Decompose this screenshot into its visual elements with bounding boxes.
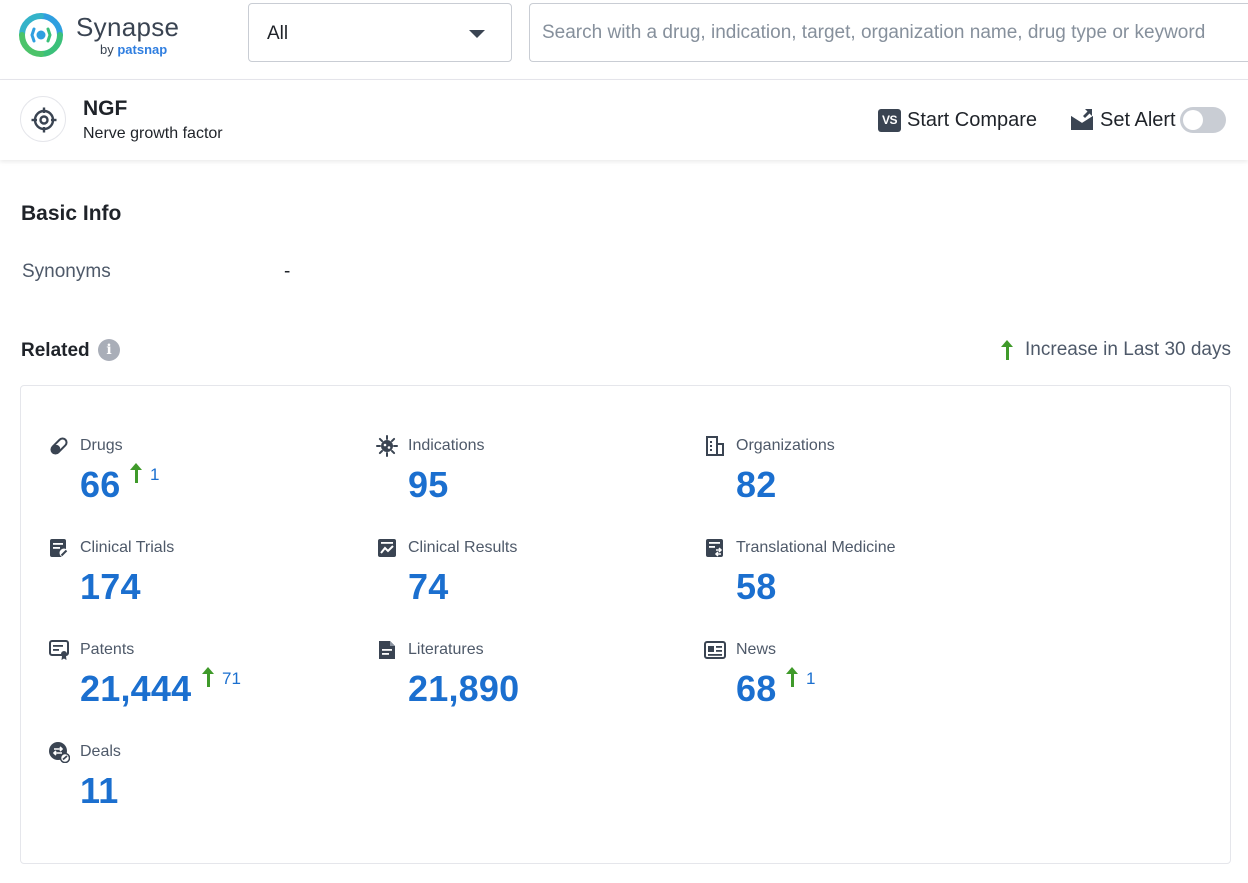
stat-increase-count: 1 xyxy=(806,669,815,689)
target-symbol: NGF xyxy=(83,97,127,121)
stat-news[interactable]: News 68 1 xyxy=(704,639,1024,729)
stat-indications[interactable]: Indications 95 xyxy=(376,435,696,525)
arrow-up-icon xyxy=(786,667,798,687)
stat-value: 21,444 xyxy=(80,668,191,710)
literature-icon xyxy=(376,639,398,661)
patent-icon xyxy=(48,639,70,661)
stat-label: Patents xyxy=(80,641,134,659)
news-icon xyxy=(704,639,726,661)
stat-patents[interactable]: Patents 21,444 71 xyxy=(48,639,368,729)
stat-value: 68 xyxy=(736,668,776,710)
clinical-trial-icon xyxy=(48,537,70,559)
stat-increase: 1 xyxy=(786,667,815,689)
clinical-result-icon xyxy=(376,537,398,559)
target-avatar xyxy=(20,96,66,142)
synonyms-label: Synonyms xyxy=(22,261,111,283)
stat-value: 74 xyxy=(408,566,448,608)
stat-label: Translational Medicine xyxy=(736,539,895,557)
target-header: NGF Nerve growth factor VS Start Compare… xyxy=(0,80,1248,160)
stat-literatures[interactable]: Literatures 21,890 xyxy=(376,639,696,729)
synapse-logo[interactable]: Synapse by patsnap xyxy=(18,10,198,60)
stat-increase-count: 71 xyxy=(222,669,241,689)
chevron-down-icon xyxy=(469,30,485,38)
deal-icon xyxy=(48,741,70,763)
pill-icon xyxy=(48,435,70,457)
compare-icon: VS xyxy=(878,109,901,132)
stat-organizations[interactable]: Organizations 82 xyxy=(704,435,1024,525)
virus-icon xyxy=(376,435,398,457)
stat-label: Deals xyxy=(80,743,121,761)
stat-label: Organizations xyxy=(736,437,835,455)
logo-wordmark: Synapse xyxy=(76,12,179,43)
stat-deals[interactable]: Deals 11 xyxy=(48,741,368,831)
stat-value: 21,890 xyxy=(408,668,519,710)
stat-clinical-trials[interactable]: Clinical Trials 174 xyxy=(48,537,368,627)
stat-value: 11 xyxy=(80,770,118,812)
increase-legend-label: Increase in Last 30 days xyxy=(1025,339,1231,361)
stat-drugs[interactable]: Drugs 66 1 xyxy=(48,435,368,525)
stat-increase: 1 xyxy=(130,463,159,485)
logo-byline: by patsnap xyxy=(100,42,167,57)
set-alert-label: Set Alert xyxy=(1100,109,1176,132)
basic-info-title: Basic Info xyxy=(21,202,121,226)
set-alert-button[interactable]: Set Alert xyxy=(1070,107,1176,133)
increase-legend: Increase in Last 30 days xyxy=(1001,339,1231,361)
search-box xyxy=(529,3,1248,62)
search-scope-value: All xyxy=(267,23,288,45)
stat-label: Drugs xyxy=(80,437,123,455)
stat-label: Literatures xyxy=(408,641,484,659)
stat-label: News xyxy=(736,641,776,659)
top-header: Synapse by patsnap All xyxy=(0,0,1248,80)
stat-label: Clinical Trials xyxy=(80,539,174,557)
target-icon xyxy=(31,107,57,133)
arrow-up-icon xyxy=(130,463,142,483)
info-icon[interactable]: i xyxy=(98,339,120,361)
related-title: Related xyxy=(21,340,90,362)
synapse-logo-icon xyxy=(18,12,64,58)
stat-increase-count: 1 xyxy=(150,465,159,485)
stat-label: Indications xyxy=(408,437,485,455)
stat-clinical-results[interactable]: Clinical Results 74 xyxy=(376,537,696,627)
stat-label: Clinical Results xyxy=(408,539,517,557)
search-input[interactable] xyxy=(530,4,1248,61)
stat-increase: 71 xyxy=(202,667,241,689)
stat-value: 58 xyxy=(736,566,776,608)
alert-mail-icon xyxy=(1070,109,1094,131)
stat-translational-medicine[interactable]: Translational Medicine 58 xyxy=(704,537,1024,627)
building-icon xyxy=(704,435,726,457)
stat-value: 82 xyxy=(736,464,776,506)
search-scope-select[interactable]: All xyxy=(248,3,512,62)
start-compare-label: Start Compare xyxy=(907,109,1037,132)
synonyms-value: - xyxy=(284,261,290,283)
start-compare-button[interactable]: VS Start Compare xyxy=(878,107,1037,133)
related-stats-card: Drugs 66 1 Indications 95 Organizations … xyxy=(20,385,1231,864)
stat-value: 174 xyxy=(80,566,141,608)
toggle-knob xyxy=(1183,110,1203,130)
logo-by-text: by xyxy=(100,42,114,57)
translational-medicine-icon xyxy=(704,537,726,559)
target-full-name: Nerve growth factor xyxy=(83,125,223,143)
set-alert-toggle[interactable] xyxy=(1180,107,1226,133)
stat-value: 66 xyxy=(80,464,120,506)
logo-brand-text: patsnap xyxy=(117,42,167,57)
stat-value: 95 xyxy=(408,464,448,506)
arrow-up-icon xyxy=(202,667,214,687)
arrow-up-icon xyxy=(1001,340,1013,360)
